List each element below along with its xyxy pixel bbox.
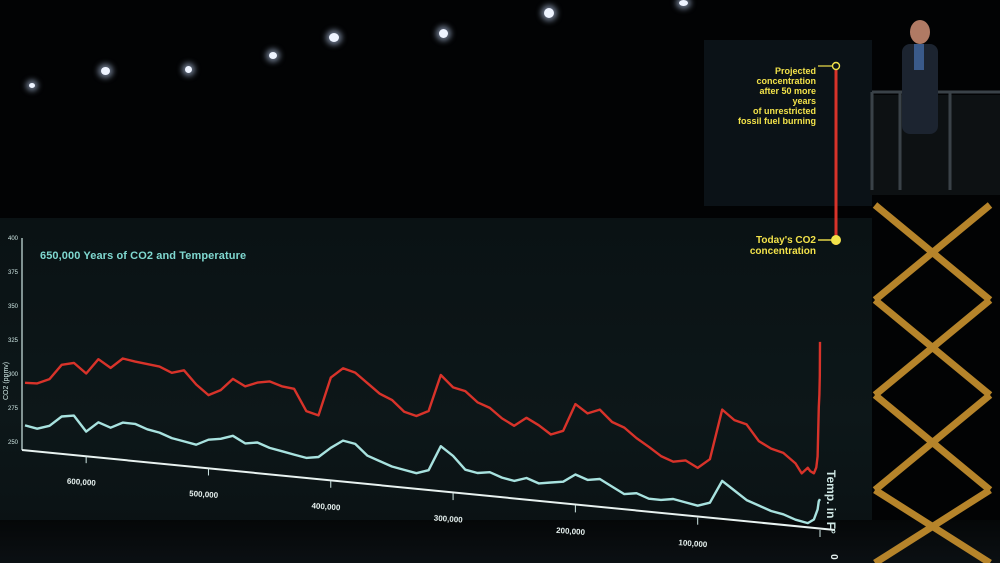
tick-layer: 400 375 350 325 300 275 250 600,000 500,000 400,0… [8,236,841,560]
y-axis-label: CO2 (ppmv) [3,361,10,400]
series-layer [24,70,838,525]
ceiling-light [269,52,277,59]
projected-marker [831,61,841,71]
ceiling-light [101,67,110,75]
chart-axes [21,238,836,531]
projected-annotation: Projected concentration after 50 more ye… [738,66,816,126]
x-tick-label: 500,000 [189,489,219,500]
y-tick-label: 325 [8,338,19,344]
ceiling-light [439,29,448,38]
y-tick-label: 300 [8,372,19,378]
lift-beam [873,487,992,563]
ceiling-light [329,33,339,42]
y-tick-label: 375 [8,270,19,276]
lift-structure [872,202,993,563]
stage-floor [0,520,1000,563]
lift-beam [872,392,993,493]
scissor-lift [870,20,1000,563]
today-marker [831,235,841,245]
presenter-body [902,44,938,134]
marker-layer [818,61,841,245]
x-tick-label: 600,000 [67,477,97,488]
ceiling-light [544,8,554,18]
co2-series-line [24,341,822,475]
y-tick-label: 275 [8,406,19,412]
ceiling-light [29,83,35,88]
temp-axis-label: Temp. in F° [824,470,838,534]
ceiling-light [185,66,192,73]
x-tick-label: 300,000 [434,514,464,525]
x-tick-label: 400,000 [311,501,341,512]
projection-tower-screen [704,40,872,206]
x-tick-label: 100,000 [678,538,708,549]
lift-beam [872,297,993,398]
x-tick-label: 200,000 [556,526,586,537]
main-screen [0,218,872,548]
ceiling-light [679,0,688,6]
presenter-shirt [914,44,924,70]
y-tick-label: 250 [8,440,19,446]
y-tick-label: 400 [8,236,19,242]
today-annotation: Today's CO2 concentration [749,235,816,257]
y-tick-label: 350 [8,304,19,310]
x-axis-line [21,449,836,531]
presenter-head [910,20,930,44]
presenter [902,20,938,134]
lift-beam [872,202,993,303]
temperature-series-line [24,414,822,525]
chart-title: 650,000 Years of CO2 and Temperature [40,250,247,262]
x-tick-label: 0 [830,554,841,560]
